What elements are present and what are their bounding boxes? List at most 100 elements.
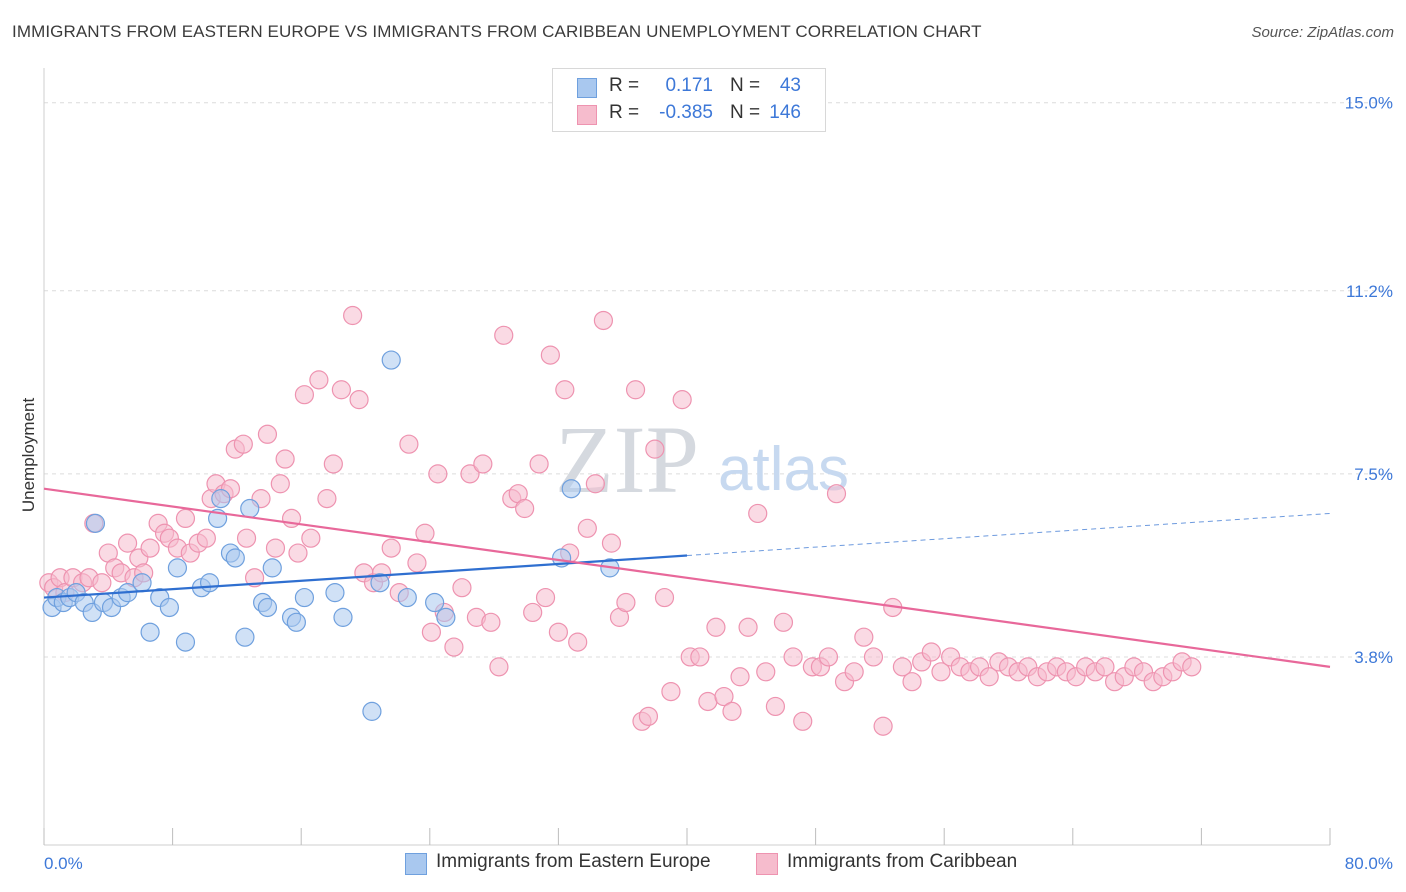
data-point: [489, 657, 509, 677]
data-point: [362, 701, 382, 721]
data-point: [236, 528, 257, 548]
data-point: [473, 454, 493, 474]
data-point: [235, 627, 255, 647]
data-point: [540, 345, 560, 365]
data-point: [873, 716, 893, 736]
data-point: [844, 662, 864, 682]
y-tick-label: 15.0%: [1345, 94, 1393, 113]
n-value: 146: [769, 102, 801, 123]
data-point: [730, 667, 750, 687]
data-point: [593, 310, 614, 331]
caribbean-points: [39, 305, 1202, 736]
data-point: [381, 350, 401, 370]
stats-swatch-blue: [577, 78, 597, 98]
data-point: [211, 489, 231, 509]
data-point: [343, 305, 363, 326]
trend-line-eastern-europe-extension: [686, 512, 1331, 557]
y-tick-label: 3.8%: [1354, 648, 1393, 667]
r-value: 0.171: [665, 75, 713, 96]
data-point: [175, 508, 196, 529]
data-point: [286, 612, 306, 632]
data-point: [601, 533, 622, 553]
y-tick-label: 7.5%: [1354, 465, 1393, 484]
data-point: [672, 390, 692, 410]
data-point: [979, 667, 999, 687]
data-point: [585, 474, 605, 494]
stats-swatch-pink: [577, 105, 597, 125]
data-point: [854, 627, 874, 647]
data-point: [167, 558, 188, 578]
data-point: [892, 657, 913, 677]
legend-swatch-blue: [405, 853, 427, 875]
data-point: [515, 498, 535, 519]
data-point: [535, 587, 556, 608]
n-label: N =: [730, 75, 761, 96]
axes: [43, 68, 1331, 846]
data-point: [85, 513, 106, 533]
data-point: [196, 528, 216, 548]
data-point: [309, 370, 329, 390]
data-point: [428, 464, 448, 484]
data-point: [638, 706, 659, 726]
data-point: [265, 538, 286, 558]
data-point: [333, 607, 353, 627]
data-point: [568, 632, 588, 652]
data-point: [738, 617, 758, 637]
data-point: [748, 503, 768, 524]
data-point: [494, 325, 514, 345]
data-point: [529, 454, 549, 474]
data-point: [317, 489, 337, 509]
chart-source: Source: ZipAtlas.com: [1251, 24, 1394, 41]
r-label: R =: [609, 75, 640, 96]
r-label: R =: [609, 102, 640, 123]
data-point: [325, 583, 345, 603]
data-point: [132, 573, 152, 593]
data-point: [288, 543, 308, 563]
data-point: [921, 642, 941, 662]
data-point: [436, 607, 456, 627]
data-point: [645, 439, 665, 459]
data-point: [714, 686, 734, 707]
stats-row-eastern-europe: R = 0.171 N = 43: [553, 75, 825, 101]
n-label: N =: [730, 102, 761, 123]
watermark-zip: ZIP: [555, 406, 699, 513]
data-point: [706, 617, 726, 637]
data-point: [399, 434, 419, 454]
data-point: [444, 637, 464, 657]
legend-label: Immigrants from Eastern Europe: [436, 851, 711, 872]
data-point: [240, 498, 260, 519]
y-tick-label: 11.2%: [1346, 282, 1393, 301]
trend-line-caribbean: [43, 487, 1331, 668]
data-point: [257, 597, 278, 618]
data-point: [756, 662, 776, 682]
data-point: [616, 592, 636, 613]
data-point: [863, 647, 884, 667]
data-point: [370, 573, 390, 593]
legend-label: Immigrants from Caribbean: [787, 851, 1018, 872]
data-point: [117, 533, 138, 553]
legend-swatch-pink: [756, 853, 778, 875]
chart-title: IMMIGRANTS FROM EASTERN EUROPE VS IMMIGR…: [12, 22, 982, 41]
data-point: [331, 380, 351, 400]
data-point: [140, 538, 160, 558]
data-point: [233, 434, 253, 454]
x-tick-label-max: 80.0%: [1345, 854, 1393, 873]
data-point: [244, 568, 265, 588]
y-tick-labels: 3.8% 7.5% 11.2% 15.0%: [1345, 94, 1393, 667]
data-point: [262, 558, 282, 578]
data-point: [625, 380, 646, 400]
data-point: [902, 672, 922, 692]
r-value: -0.385: [659, 102, 713, 123]
data-point: [773, 612, 794, 632]
stats-box: R = 0.171 N = 43 R = -0.385 N = 146: [552, 68, 826, 132]
data-point: [425, 592, 445, 613]
data-point: [765, 696, 786, 717]
data-point: [301, 528, 321, 548]
data-point: [1095, 657, 1115, 677]
data-point: [931, 662, 951, 682]
y-axis-label: Unemployment: [19, 398, 38, 513]
data-point: [225, 548, 245, 568]
data-point: [818, 647, 839, 667]
data-point: [548, 622, 569, 642]
